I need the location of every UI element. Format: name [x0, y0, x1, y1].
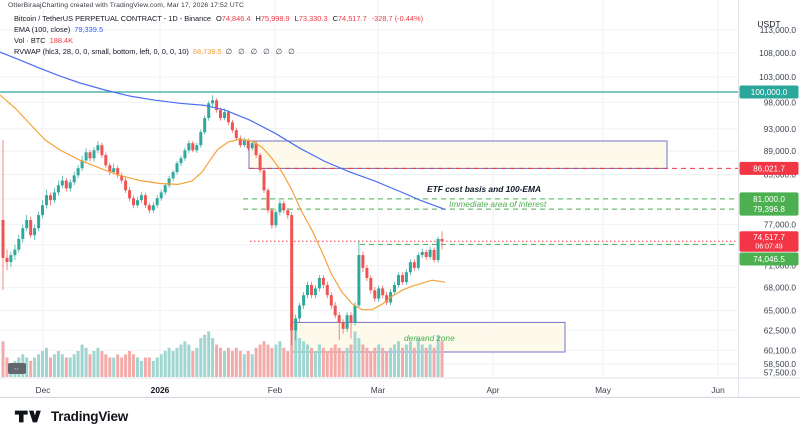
- symbol-title: Bitcoin / TetherUS PERPETUAL CONTRACT - …: [14, 14, 212, 23]
- svg-text:Immediate area of interest: Immediate area of interest: [449, 199, 547, 209]
- svg-text:2026: 2026: [151, 385, 170, 395]
- svg-text:103,000.0: 103,000.0: [759, 72, 796, 82]
- svg-text:74,046.5: 74,046.5: [753, 255, 785, 264]
- svg-text:May: May: [595, 385, 612, 395]
- svg-text:100,000.0: 100,000.0: [751, 88, 788, 97]
- tradingview-brand[interactable]: TradingView: [51, 409, 129, 424]
- svg-text:ETF cost basis and 100-EMA: ETF cost basis and 100-EMA: [427, 184, 541, 194]
- level-lines: [0, 91, 738, 245]
- svg-text:57,500.0: 57,500.0: [764, 368, 797, 378]
- svg-text:79,396.8: 79,396.8: [753, 205, 785, 214]
- svg-text:Mar: Mar: [371, 385, 386, 395]
- svg-text:demand zone: demand zone: [404, 333, 455, 343]
- ema-line: [0, 51, 446, 210]
- legend-ema-row: EMA (100, close) 79,339.5: [14, 25, 104, 34]
- snapshot-watermark: OtterBiraajCharting created with Trading…: [8, 2, 245, 9]
- chart-logo-watermark: ▪▪: [8, 363, 26, 374]
- svg-text:68,000.0: 68,000.0: [764, 283, 797, 293]
- svg-text:77,000.0: 77,000.0: [764, 220, 797, 230]
- footer: TradingView: [0, 398, 800, 435]
- candles: [1, 95, 444, 346]
- svg-text:74,517.7: 74,517.7: [753, 233, 785, 242]
- svg-text:89,000.0: 89,000.0: [764, 146, 797, 156]
- ema-value: 79,339.5: [74, 25, 104, 34]
- svg-text:86,021.7: 86,021.7: [753, 164, 785, 173]
- svg-text:62,500.0: 62,500.0: [764, 325, 797, 335]
- svg-text:65,000.0: 65,000.0: [764, 306, 797, 316]
- price-chart: ETF cost basis and 100-EMA Immediate area…: [0, 0, 800, 398]
- rvwap-value: 68,739.5: [192, 47, 222, 56]
- tradingview-logo-icon[interactable]: [14, 409, 44, 424]
- legend-symbol-row: Bitcoin / TetherUS PERPETUAL CONTRACT - …: [14, 14, 424, 23]
- svg-text:98,000.0: 98,000.0: [764, 97, 797, 107]
- svg-text:Jun: Jun: [711, 385, 725, 395]
- price-badges: 100,000.0 86,021.7 81,000.079,396.8 74,046.…: [739, 85, 799, 266]
- svg-text:81,000.0: 81,000.0: [753, 195, 785, 204]
- svg-text:113,000.0: 113,000.0: [760, 25, 797, 35]
- high-value: 75,998.9: [260, 14, 290, 23]
- svg-text:71,000.0: 71,000.0: [764, 261, 797, 271]
- svg-text:93,000.0: 93,000.0: [764, 124, 797, 134]
- svg-text:Dec: Dec: [36, 385, 51, 395]
- svg-text:Feb: Feb: [268, 385, 283, 395]
- svg-text:58,500.0: 58,500.0: [764, 359, 797, 369]
- svg-text:Apr: Apr: [486, 385, 499, 395]
- legend-volume-row: Vol · BTC 188.4K: [14, 36, 74, 45]
- volume-value: 188.4K: [49, 36, 74, 45]
- current-price-badge: 74,517.7 06:07:49: [739, 231, 799, 252]
- low-value: 73,330.3: [298, 14, 328, 23]
- change-value: -328.7 (-0.44%): [371, 14, 424, 23]
- currency-label: USDT: [757, 19, 780, 29]
- annotations: ETF cost basis and 100-EMA Immediate area…: [404, 184, 547, 343]
- rvwap-line: [0, 94, 446, 311]
- zones: [248, 140, 668, 353]
- chart-legend: Bitcoin / TetherUS PERPETUAL CONTRACT - …: [14, 13, 423, 57]
- open-value: 74,846.4: [221, 14, 251, 23]
- legend-rvwap-row: RVWAP (hlc3, 28, 0, 0, small, bottom, le…: [14, 47, 297, 56]
- bar-countdown: 06:07:49: [755, 244, 782, 251]
- close-value: 74,517.7: [337, 14, 367, 23]
- rvwap-null-values: ∅ ∅ ∅ ∅ ∅ ∅: [225, 47, 297, 56]
- time-axis: Dec 2026 Feb Mar Apr May Jun: [0, 0, 800, 398]
- svg-text:60,100.0: 60,100.0: [764, 345, 797, 355]
- svg-text:108,000.0: 108,000.0: [759, 48, 796, 58]
